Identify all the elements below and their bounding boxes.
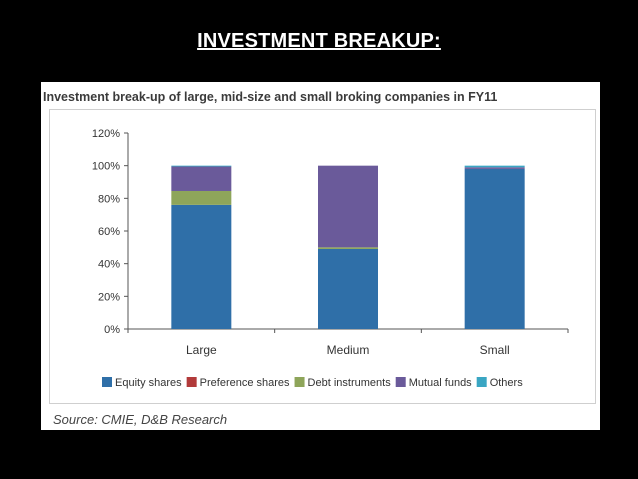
legend-label: Mutual funds (409, 377, 472, 389)
bar-segment-equity-shares (464, 168, 525, 329)
legend-swatch (102, 377, 112, 387)
slide-title: INVESTMENT BREAKUP: (197, 30, 441, 52)
bar-segment-others (171, 165, 232, 167)
legend-swatch (294, 377, 305, 387)
stacked-bar-chart: 0% 20% 40% 60% 80% 100% 120% Large Medium Small Eq… (92, 128, 569, 389)
y-tick-label: 60% (98, 226, 120, 238)
y-tick-label: 0% (104, 324, 120, 336)
bar-segment-equity-shares (171, 204, 232, 329)
y-tick-label: 40% (98, 259, 120, 271)
legend-swatch (476, 377, 487, 387)
legend-label: Preference shares (200, 377, 290, 389)
bar-segment-debt-instruments (318, 247, 378, 249)
y-tick-label: 80% (98, 193, 120, 205)
legend-swatch (395, 377, 406, 387)
bar-segment-equity-shares (318, 248, 378, 329)
legend-swatch (186, 377, 197, 387)
bar-segment-debt-instruments (171, 190, 232, 205)
chart-panel: Investment break-up of large, mid-size a… (41, 82, 600, 430)
bar-segment-mutual-funds (171, 166, 232, 191)
source-note: Source: CMIE, D&B Research (53, 412, 228, 427)
chart-plot-box: 0% 20% 40% 60% 80% 100% 120% Large Medium Small Eq… (49, 109, 596, 404)
y-tick-label: 20% (98, 291, 120, 303)
bar-segment-mutual-funds (318, 165, 378, 248)
y-tick-label: 100% (92, 161, 120, 173)
legend-label: Debt instruments (308, 377, 392, 389)
y-tick-label: 120% (92, 128, 120, 140)
x-tick-label: Medium (327, 343, 370, 357)
bar-segment-others (464, 165, 525, 168)
x-tick-label: Large (186, 343, 217, 357)
legend-label: Others (490, 377, 524, 389)
legend-label: Equity shares (115, 377, 182, 389)
chart-title: Investment break-up of large, mid-size a… (43, 90, 498, 104)
bar-segment-mutual-funds (464, 167, 525, 169)
x-tick-label: Small (480, 343, 510, 357)
